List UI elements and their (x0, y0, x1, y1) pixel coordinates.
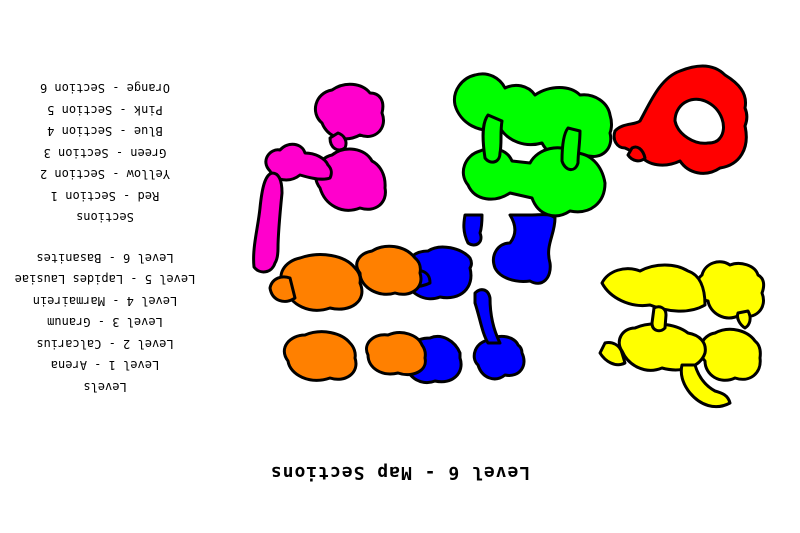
section-yellow-region (600, 263, 707, 313)
section-orange-region (282, 330, 358, 382)
level-item: Level 6 - Basanites (36, 251, 174, 265)
level-item: Level 4 - Marmairein (32, 294, 178, 308)
section-orange-region (355, 244, 423, 296)
section-item: Green - Section 3 (43, 146, 167, 160)
section-blue-corridor (473, 288, 502, 345)
section-green-region (452, 72, 613, 162)
section-orange (268, 244, 427, 382)
section-item: Yellow - Section 2 (39, 167, 171, 182)
section-red-region (612, 64, 749, 175)
section-orange-region (279, 253, 364, 312)
section-item: Red - Section 1 (50, 189, 160, 203)
section-item: Orange - Section 6 (39, 81, 171, 96)
page-title: Level 6 - Map Sections (269, 462, 531, 483)
level-item: Level 5 - Lapides Lausiae (14, 272, 196, 287)
legend-panel: Levels Level 1 - Arena Level 2 - Calcari… (10, 77, 200, 397)
level-item: Level 3 - Granum (47, 315, 163, 330)
sections-heading: Sections (76, 210, 134, 225)
section-pink (252, 82, 387, 274)
section-pink-region (264, 142, 333, 182)
level-item: Level 1 - Arena (50, 358, 160, 373)
section-blue-region (472, 334, 526, 381)
section-pink-bridge (328, 131, 348, 152)
section-yellow-region (694, 260, 766, 320)
levels-heading: Levels (83, 380, 127, 394)
section-pink-corridor (252, 171, 284, 274)
section-yellow-link (598, 341, 627, 367)
section-yellow-corridor (679, 363, 732, 409)
section-green-link (560, 126, 582, 171)
section-green-link (481, 113, 504, 164)
section-red-bridge (626, 145, 647, 163)
section-orange-link (268, 275, 297, 303)
section-blue-corridor (462, 213, 484, 247)
section-yellow-region (617, 322, 707, 372)
section-item: Blue - Section 4 (47, 124, 163, 139)
section-green (452, 72, 613, 218)
section-yellow (598, 260, 766, 409)
level-item: Level 2 - Calcarius (36, 337, 174, 351)
section-item: Pink - Section 5 (47, 103, 163, 117)
section-orange-region (365, 331, 427, 377)
section-yellow-link (650, 305, 668, 333)
section-blue-corridor (492, 213, 557, 285)
section-red (612, 64, 749, 175)
section-pink-region (313, 82, 385, 141)
legend-spacer (10, 228, 200, 247)
section-yellow-region (698, 327, 762, 382)
section-yellow-link (736, 309, 752, 330)
